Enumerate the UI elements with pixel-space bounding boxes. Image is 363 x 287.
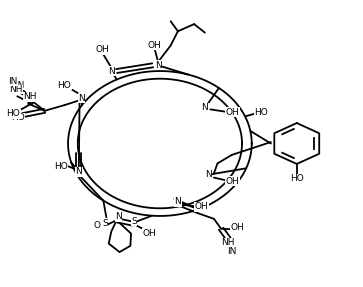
Text: NH: NH [24, 92, 37, 101]
Text: NH: NH [9, 85, 23, 94]
Text: IN: IN [8, 77, 17, 86]
Text: HO: HO [290, 174, 303, 183]
Text: N: N [115, 212, 122, 221]
Text: HO: HO [54, 162, 68, 171]
Text: S: S [102, 219, 108, 228]
Text: S: S [131, 217, 137, 226]
Text: OH: OH [95, 45, 109, 54]
Text: N: N [175, 197, 181, 206]
Text: N: N [76, 167, 82, 177]
Text: OH: OH [195, 202, 208, 211]
Text: OH: OH [226, 108, 240, 117]
Text: N: N [108, 67, 115, 75]
Text: HO: HO [254, 108, 268, 117]
Text: OH: OH [142, 228, 156, 238]
Text: OH: OH [226, 177, 240, 185]
Text: OH: OH [231, 223, 244, 232]
Text: IN: IN [15, 81, 24, 90]
Text: HO: HO [11, 113, 24, 123]
Text: HO: HO [58, 81, 71, 90]
Text: N: N [201, 104, 208, 113]
Text: OH: OH [148, 41, 162, 50]
Text: O: O [93, 221, 100, 230]
Text: IN: IN [227, 247, 237, 256]
Text: N: N [155, 61, 162, 70]
Text: NH: NH [221, 238, 235, 247]
Text: HO: HO [7, 109, 20, 118]
Text: N: N [205, 170, 212, 179]
Text: N: N [78, 94, 85, 102]
